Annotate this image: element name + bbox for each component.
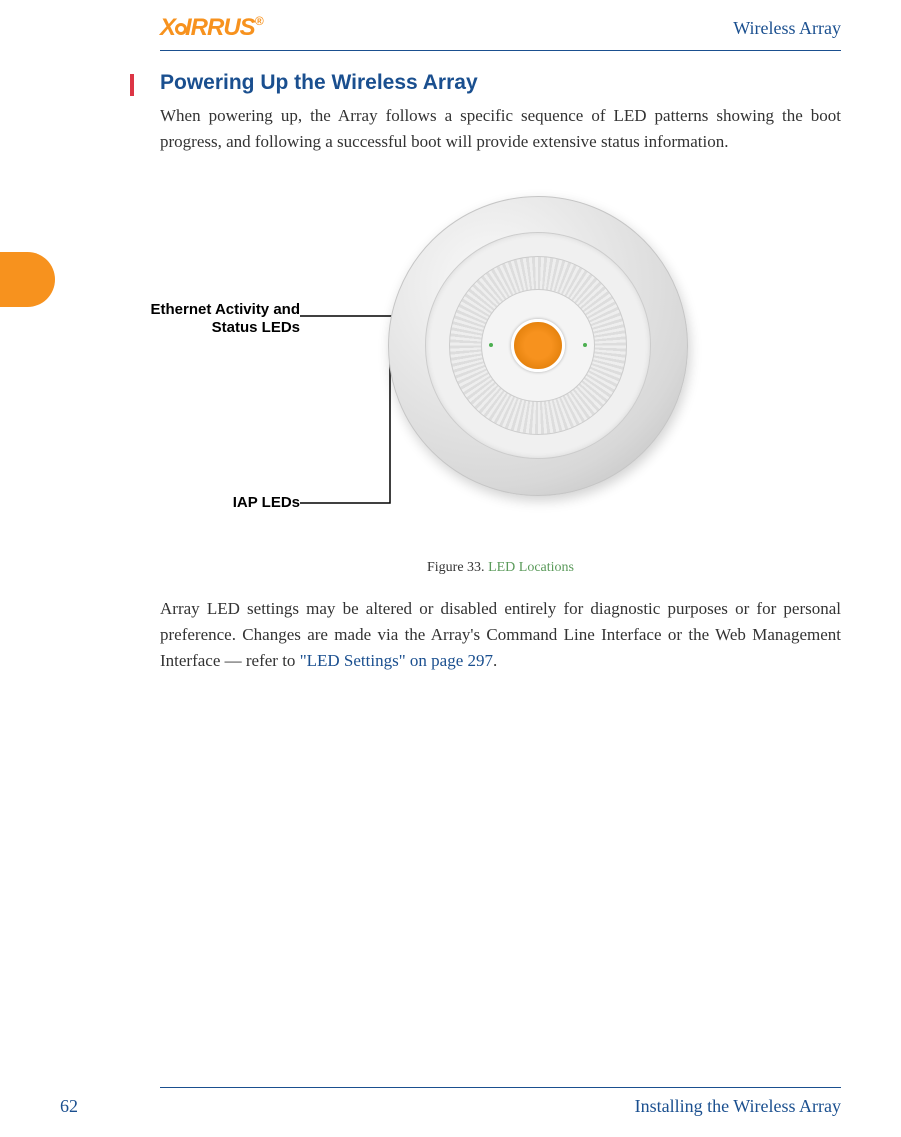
callout-label-ethernet: Ethernet Activity and Status LEDs	[150, 301, 300, 337]
logo-text: XIRRUS®	[160, 14, 263, 42]
footer-chapter: Installing the Wireless Array	[635, 1096, 841, 1117]
figure-caption: Figure 33. LED Locations	[160, 560, 841, 576]
device-center-button	[511, 319, 565, 373]
link-led-settings[interactable]: "LED Settings" on page 297	[300, 651, 493, 670]
device-illustration	[388, 196, 708, 506]
page-footer: 62 Installing the Wireless Array	[160, 1087, 841, 1117]
para2-pre: Array LED settings may be altered or dis…	[160, 599, 841, 671]
brand-logo: XIRRUS®	[160, 14, 263, 42]
figure-number: Figure 33.	[427, 560, 488, 575]
figure-title: LED Locations	[488, 560, 574, 575]
figure-led-locations: Ethernet Activity and Status LEDs IAP LE…	[160, 196, 841, 576]
section-heading: Powering Up the Wireless Array	[160, 71, 841, 95]
side-tab	[0, 252, 55, 307]
page-header: XIRRUS® Wireless Array	[160, 14, 841, 51]
callout-label-iap: IAP LEDs	[190, 494, 300, 511]
led-indicator-icon	[489, 343, 493, 347]
header-product-line: Wireless Array	[733, 18, 841, 39]
led-indicator-icon	[583, 343, 587, 347]
heading-accent-bar	[130, 74, 134, 96]
section-heading-wrap: Powering Up the Wireless Array	[130, 71, 841, 95]
reference-paragraph: Array LED settings may be altered or dis…	[160, 596, 841, 675]
para2-post: .	[493, 651, 497, 670]
page-number: 62	[60, 1096, 78, 1117]
intro-paragraph: When powering up, the Array follows a sp…	[160, 103, 841, 156]
